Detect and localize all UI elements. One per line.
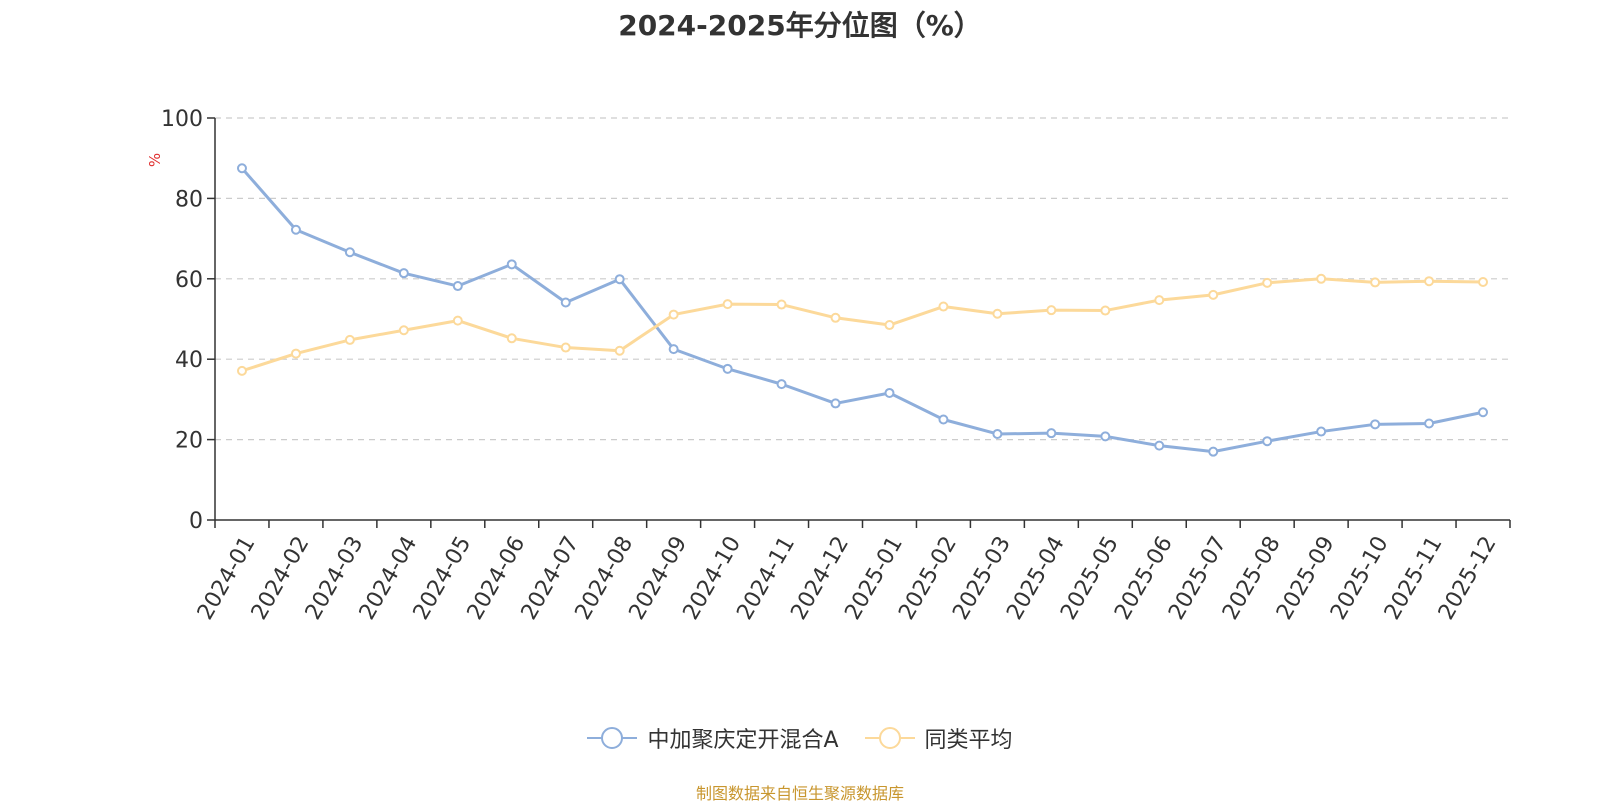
data-point-fund: [1154, 440, 1165, 451]
data-point-fund: [1208, 446, 1219, 457]
data-point-average: [1262, 277, 1273, 288]
data-point-fund: [776, 379, 787, 390]
data-source-note: 制图数据来自恒生聚源数据库: [695, 784, 904, 803]
legend-fund-circle-icon: [587, 727, 638, 749]
data-point-fund: [830, 398, 841, 409]
data-point-fund: [290, 224, 301, 235]
data-point-average: [884, 320, 895, 331]
data-point-fund: [236, 163, 247, 174]
grid-lines: [215, 117, 1510, 441]
data-point-fund: [1262, 436, 1273, 447]
data-point-fund: [506, 259, 517, 270]
legend-item-average[interactable]: 同类平均: [864, 722, 1013, 754]
data-point-average: [938, 301, 949, 312]
y-tick-label: 80: [175, 187, 203, 212]
data-point-average: [1370, 277, 1381, 288]
data-point-fund: [614, 274, 625, 285]
data-point-average: [560, 342, 571, 353]
data-point-average: [830, 312, 841, 323]
line-chart: 0204060801002024-012024-022024-032024-04…: [146, 107, 1511, 624]
data-point-fund: [1370, 419, 1381, 430]
data-point-average: [1154, 295, 1165, 306]
data-point-fund: [398, 268, 409, 279]
data-point-fund: [1478, 407, 1489, 418]
data-point-average: [992, 308, 1003, 319]
series-line-average: [241, 277, 1484, 373]
data-point-fund: [1316, 426, 1327, 437]
data-point-fund: [668, 344, 679, 355]
data-point-average: [1208, 289, 1219, 300]
data-point-fund: [1100, 431, 1111, 442]
data-point-average: [344, 334, 355, 345]
y-tick-label: 40: [175, 348, 203, 373]
legend-average-label: 同类平均: [924, 728, 1013, 753]
data-point-average: [1046, 305, 1057, 316]
data-point-average: [236, 365, 247, 376]
data-point-average: [1478, 277, 1489, 288]
data-point-average: [668, 309, 679, 320]
data-point-fund: [452, 281, 463, 292]
legend: 中加聚庆定开混合A 同类平均: [0, 722, 1600, 754]
legend-average-circle-icon: [864, 727, 915, 749]
data-point-fund: [1046, 428, 1057, 439]
data-point-fund: [884, 387, 895, 398]
chart-title: 2024-2025年分位图（%）: [618, 9, 982, 42]
data-point-fund: [344, 247, 355, 258]
legend-item-fund[interactable]: 中加聚庆定开混合A: [587, 722, 839, 754]
series-lines: [236, 163, 1489, 457]
y-tick-label: 0: [189, 509, 203, 534]
data-point-average: [1316, 273, 1327, 284]
series-line-fund: [240, 167, 1484, 454]
data-point-average: [614, 345, 625, 356]
data-point-average: [1100, 305, 1111, 316]
data-point-average: [506, 333, 517, 344]
data-point-fund: [560, 297, 571, 308]
legend-fund-label: 中加聚庆定开混合A: [647, 728, 839, 753]
data-point-average: [776, 299, 787, 310]
y-tick-label: 60: [175, 268, 203, 293]
y-tick-label: 100: [161, 107, 203, 132]
data-point-average: [290, 348, 301, 359]
data-point-average: [452, 315, 463, 326]
y-axis-unit-label: %: [146, 153, 164, 167]
y-tick-label: 20: [175, 429, 203, 454]
data-point-average: [1424, 276, 1435, 287]
data-point-fund: [992, 428, 1003, 439]
data-point-fund: [938, 414, 949, 425]
data-point-average: [398, 325, 409, 336]
axes: 0204060801002024-012024-022024-032024-04…: [161, 107, 1511, 624]
data-point-average: [722, 299, 733, 310]
data-point-fund: [722, 363, 733, 374]
data-point-fund: [1424, 418, 1435, 429]
